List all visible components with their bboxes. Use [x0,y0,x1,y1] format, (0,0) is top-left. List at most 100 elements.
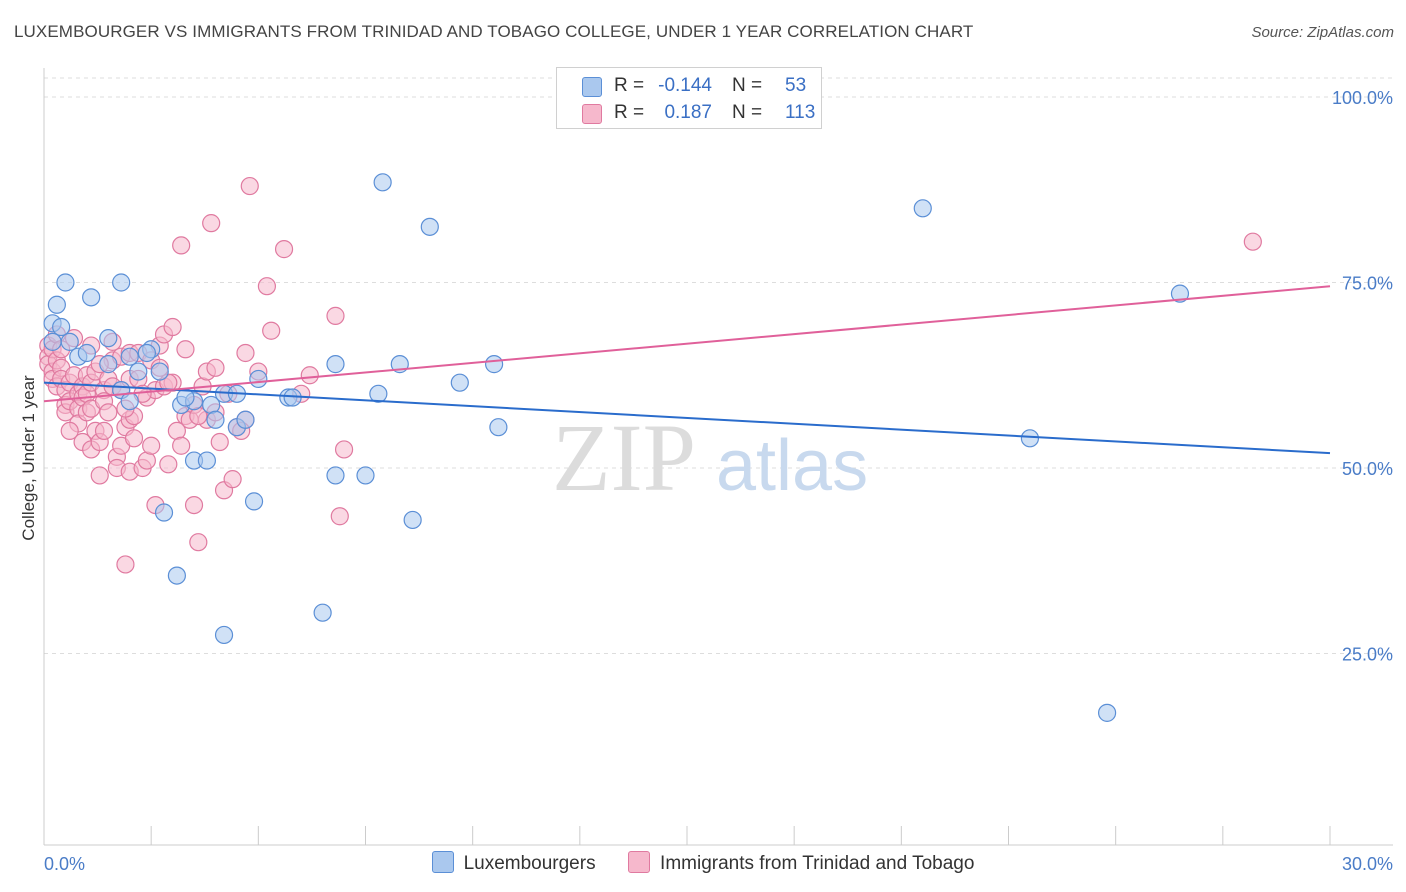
legend: Luxembourgers Immigrants from Trinidad a… [0,851,1406,879]
y-tick-label: 75.0% [1342,274,1393,294]
point-trinidad-tobago [210,432,229,452]
point-trinidad-tobago [202,214,221,233]
point-luxembourger [154,503,174,522]
point-trinidad-tobago [159,455,178,474]
point-trinidad-tobago [206,358,225,377]
legend-blue-swatch [431,851,454,873]
watermark-atlas: atlas [716,426,868,506]
point-luxembourger [1170,284,1190,303]
point-trinidad-tobago [176,340,195,359]
point-trinidad-tobago [274,240,294,259]
point-luxembourger [206,410,225,429]
y-tick-label: 25.0% [1342,645,1393,665]
n-value: 113 [785,102,816,123]
point-trinidad-tobago [236,343,255,363]
grid-lines [44,77,1393,654]
point-trinidad-tobago [257,277,277,296]
series-immigrants-trinidad-tobago-points [39,176,1262,574]
point-luxembourger [1097,703,1117,722]
point-trinidad-tobago [172,436,191,455]
point-luxembourger [326,466,345,485]
point-trinidad-tobago [262,321,281,340]
trend-line-trinidad-tobago [43,285,1331,403]
r-label: R = [614,75,645,96]
watermark-zip: ZIP [552,404,696,511]
point-trinidad-tobago [240,176,259,196]
point-luxembourger [60,332,79,351]
point-luxembourger [56,273,75,292]
stats-box: R = -0.144 N = 53 R = 0.187 N = 113 [556,67,822,129]
x-tick-label: 30.0% [1342,854,1393,874]
series-luxembourgers-points [43,173,1190,722]
point-luxembourger [43,332,62,351]
stats-row-luxembourgers: R = -0.144 N = 53 [557,73,821,101]
point-luxembourger [99,355,118,374]
point-luxembourger [403,510,422,530]
point-luxembourger [214,625,234,645]
point-luxembourger [99,329,118,348]
point-luxembourger [313,603,332,622]
r-label: R = [614,102,645,123]
watermark: ZIP atlas [552,404,868,511]
point-luxembourger [450,373,469,392]
point-trinidad-tobago [184,496,204,515]
point-luxembourger [120,392,139,411]
point-trinidad-tobago [326,306,345,325]
y-axis-label: College, Under 1 year [19,375,38,541]
chart-source: Source: ZipAtlas.com [1251,24,1394,41]
point-trinidad-tobago [124,429,144,448]
point-trinidad-tobago [223,470,242,489]
y-tick-labels: 25.0% 50.0% 75.0% 100.0% [1332,88,1393,665]
legend-item-luxembourgers[interactable]: Luxembourgers [431,851,596,875]
point-luxembourger [1020,429,1040,448]
point-luxembourger [420,217,439,236]
point-luxembourger [52,317,71,337]
point-luxembourger [47,295,66,314]
legend-pink-swatch [628,851,651,873]
r-value: -0.144 [658,75,712,96]
point-trinidad-tobago [116,555,135,574]
point-trinidad-tobago [94,421,114,440]
point-trinidad-tobago [60,421,79,440]
y-tick-label: 100.0% [1332,88,1393,108]
point-luxembourger [112,273,131,292]
point-luxembourger [120,347,139,366]
point-luxembourger [356,466,375,485]
point-luxembourger [249,369,268,389]
point-luxembourger [82,288,101,307]
x-tick-labels: 0.0% 30.0% [44,854,1393,874]
trend-line-luxembourgers [43,381,1331,455]
point-trinidad-tobago [99,403,118,422]
legend-item-trinidad-tobago[interactable]: Immigrants from Trinidad and Tobago [628,851,974,875]
stats-row-trinidad-tobago: R = 0.187 N = 113 [557,100,821,128]
point-luxembourger [167,566,186,585]
point-luxembourger [485,355,504,374]
point-trinidad-tobago [330,507,349,526]
point-luxembourger [236,410,255,429]
point-luxembourger [369,384,388,403]
point-trinidad-tobago [163,317,182,337]
point-trinidad-tobago [1243,232,1262,251]
chart-title: LUXEMBOURGER VS IMMIGRANTS FROM TRINIDAD… [14,22,974,41]
point-trinidad-tobago [189,533,208,552]
point-trinidad-tobago [300,366,319,385]
legend-label: Luxembourgers [463,853,596,874]
point-trinidad-tobago [172,236,191,255]
point-luxembourger [913,199,932,218]
point-trinidad-tobago [142,436,161,455]
n-value: 53 [785,75,807,96]
point-luxembourger [326,355,345,374]
point-luxembourger [129,362,148,381]
legend-label: Immigrants from Trinidad and Tobago [660,853,975,874]
point-luxembourger [150,362,169,381]
blue-swatch [582,77,602,97]
point-luxembourger [137,343,156,363]
point-luxembourger [373,173,392,192]
axes [43,68,1393,846]
n-label: N = [732,75,763,96]
point-trinidad-tobago [90,466,109,485]
point-luxembourger [197,451,216,470]
n-label: N = [732,102,763,123]
y-tick-label: 50.0% [1342,459,1393,479]
